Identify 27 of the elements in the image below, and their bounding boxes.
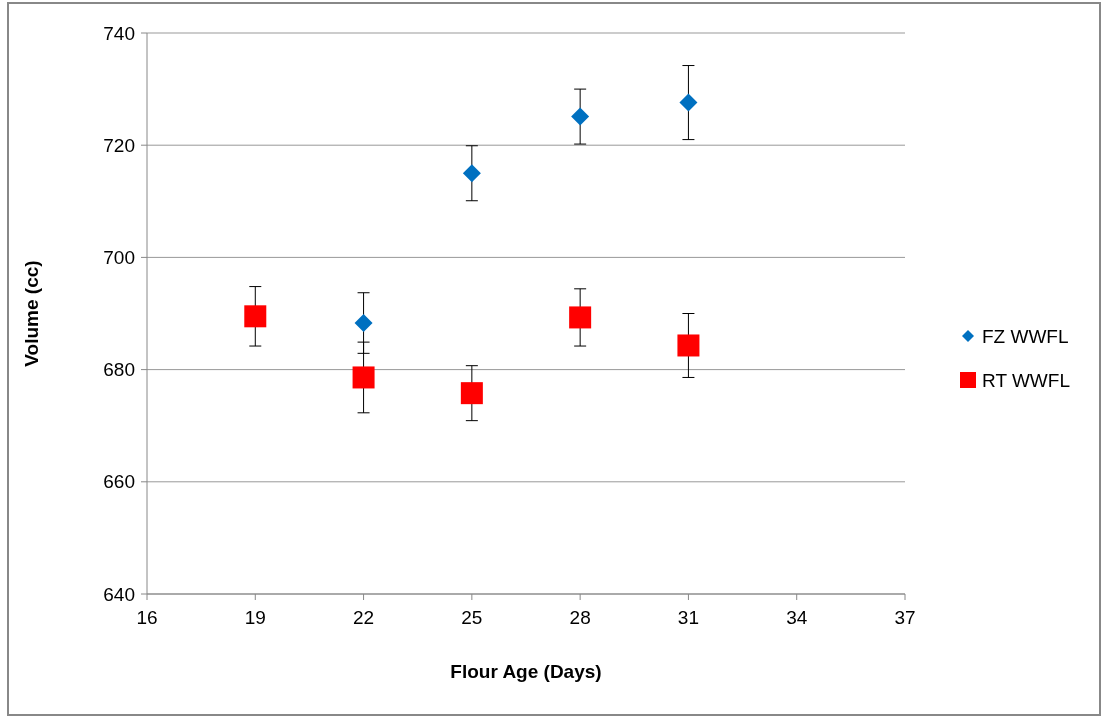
y-axis-title: Volume (cc) xyxy=(21,260,42,367)
x-tick-label: 16 xyxy=(136,607,158,628)
point xyxy=(677,334,700,357)
point xyxy=(460,382,483,405)
y-tick-label: 640 xyxy=(103,583,135,605)
y-tick-label: 720 xyxy=(103,134,135,156)
y-tick-label: 660 xyxy=(103,471,135,493)
x-axis-title: Flour Age (Days) xyxy=(450,661,602,682)
y-tick-label: 700 xyxy=(103,247,135,269)
point xyxy=(462,164,481,183)
y-tick-label: 680 xyxy=(103,359,135,381)
x-tick-label: 31 xyxy=(677,607,699,628)
point xyxy=(354,314,373,333)
x-tick-label: 28 xyxy=(569,607,591,628)
x-tick-label: 25 xyxy=(461,607,483,628)
legend-label: RT WWFL xyxy=(982,369,1070,391)
x-tick-label: 19 xyxy=(244,607,266,628)
point xyxy=(352,366,375,389)
x-tick-label: 22 xyxy=(353,607,375,628)
x-tick-label: 34 xyxy=(786,607,808,628)
legend-label: FZ WWFL xyxy=(982,325,1069,347)
y-tick-label: 740 xyxy=(103,22,135,44)
point xyxy=(571,107,590,126)
point xyxy=(679,93,698,112)
x-tick-label: 37 xyxy=(894,607,916,628)
point xyxy=(569,306,592,329)
point xyxy=(244,305,267,328)
